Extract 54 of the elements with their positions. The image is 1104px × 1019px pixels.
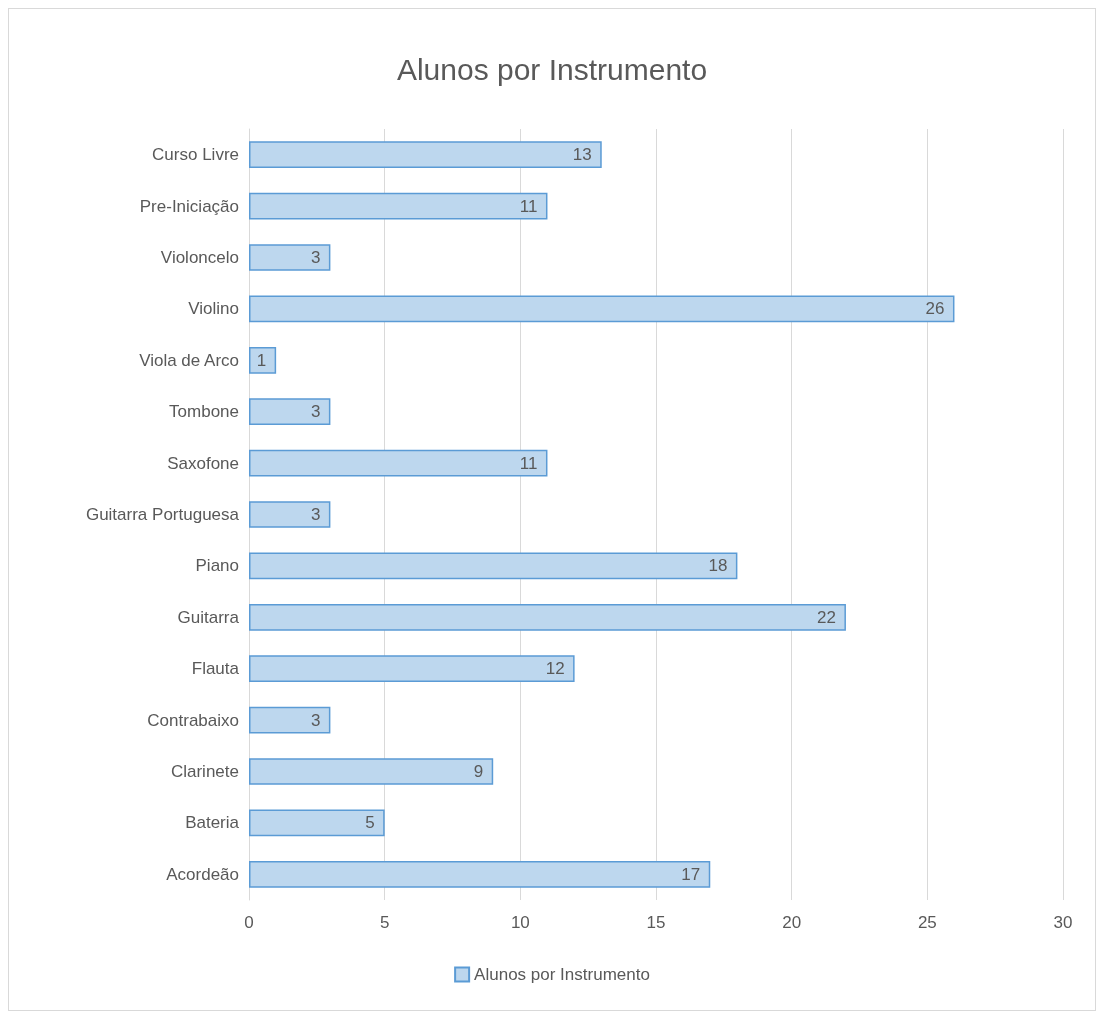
x-tick-label: 20 — [782, 913, 802, 932]
legend-label: Alunos por Instrumento — [474, 965, 650, 984]
data-label: 18 — [708, 556, 728, 576]
bar — [249, 860, 711, 888]
bar — [249, 603, 846, 631]
bar — [249, 192, 548, 220]
x-tick-label: 0 — [244, 913, 254, 932]
bar — [249, 501, 331, 528]
data-label: 26 — [925, 299, 945, 319]
data-label: 5 — [365, 813, 375, 833]
data-label: 3 — [310, 710, 321, 730]
data-label: 11 — [519, 453, 538, 473]
y-tick-label: Contrabaixo — [147, 710, 239, 730]
y-tick-label: Flauta — [191, 659, 240, 679]
y-tick-label: Guitarra — [177, 607, 240, 627]
y-tick-label: Saxofone — [167, 453, 239, 473]
y-tick-label: Guitarra Portuguesa — [85, 505, 240, 524]
bar — [249, 706, 331, 734]
y-tick-label: Clarinete — [170, 762, 239, 781]
bar — [249, 552, 738, 580]
chart-title: Alunos por Instrumento — [396, 52, 708, 86]
bar — [249, 141, 602, 169]
data-label: 12 — [545, 659, 565, 679]
bar — [249, 809, 385, 837]
y-tick-label: Acordeão — [166, 864, 239, 884]
data-label: 1 — [256, 350, 267, 370]
y-tick-label: Pre-Iniciação — [139, 196, 239, 216]
bar — [249, 346, 277, 374]
y-tick-label: Bateria — [185, 813, 240, 833]
y-tick-label: Curso Livre — [152, 145, 239, 165]
data-label: 11 — [519, 196, 538, 216]
y-tick-label: Tombone — [169, 402, 239, 422]
y-tick-label: Piano — [195, 556, 239, 576]
bar — [249, 449, 548, 477]
data-label: 13 — [572, 145, 592, 165]
x-tick-label: 15 — [646, 913, 666, 932]
data-label: 3 — [310, 248, 321, 267]
y-tick-label: Violino — [188, 299, 239, 319]
bar — [249, 655, 575, 683]
bar — [249, 295, 955, 323]
data-label: 22 — [817, 607, 836, 627]
bar — [249, 398, 331, 426]
x-tick-label: 25 — [917, 913, 937, 932]
x-tick-label: 10 — [510, 913, 530, 932]
data-label: 3 — [310, 402, 321, 422]
data-label: 3 — [310, 505, 321, 524]
bar — [249, 758, 494, 785]
x-tick-label: 5 — [379, 913, 390, 932]
y-tick-label: Violoncelo — [160, 248, 239, 267]
bar — [249, 244, 331, 271]
data-label: 9 — [473, 762, 484, 781]
x-tick-label: 30 — [1053, 913, 1073, 932]
y-tick-label: Viola de Arco — [139, 350, 239, 370]
data-label: 17 — [681, 864, 701, 884]
